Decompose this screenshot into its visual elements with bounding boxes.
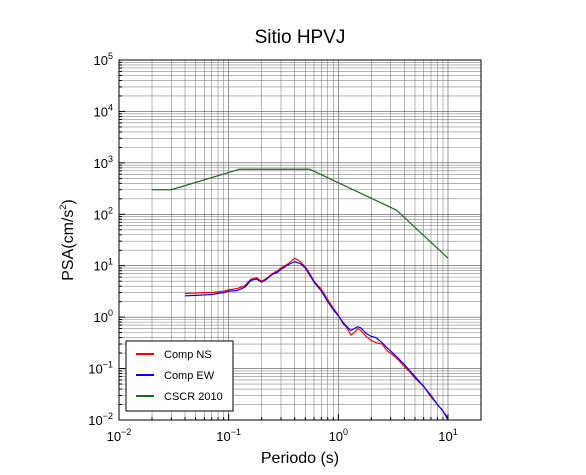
y-tick-label: 101 [94,257,113,274]
y-tick-label: 105 [94,51,113,68]
legend-label: Comp NS [164,349,212,361]
y-tick-label: 103 [94,154,113,171]
legend: Comp NS Comp EW CSCR 2010 [125,340,234,412]
x-axis-label: Periodo (s) [261,450,339,467]
plot-frame [118,59,482,421]
y-tick-label: 104 [94,102,113,119]
x-tick-label: 100 [329,427,348,444]
y-tick-label: 100 [94,308,113,325]
x-tick-labels: 10−2 10−1 100 101 [107,427,458,444]
legend-label: Comp EW [164,370,215,382]
y-tick-label: 10−1 [88,360,113,377]
y-tick-labels: 10−2 10−1 100 101 102 103 104 105 [88,51,113,428]
tick-marks [118,61,482,421]
series-line-cscr-2010 [152,168,449,259]
y-tick-label: 102 [94,205,113,222]
y-axis-label: PSA(cm/s2) [58,199,77,280]
y-tick-label: 10−2 [88,411,113,428]
chart-title: Sitio HPVJ [255,27,346,48]
x-tick-label: 101 [438,427,457,444]
series-line-comp-ns [184,257,449,419]
x-tick-label: 10−2 [107,427,132,444]
legend-label: CSCR 2010 [164,391,223,403]
series-line-comp-ew [184,261,449,421]
series-layer [152,168,449,421]
grid [118,60,482,421]
x-tick-label: 10−1 [216,427,241,444]
